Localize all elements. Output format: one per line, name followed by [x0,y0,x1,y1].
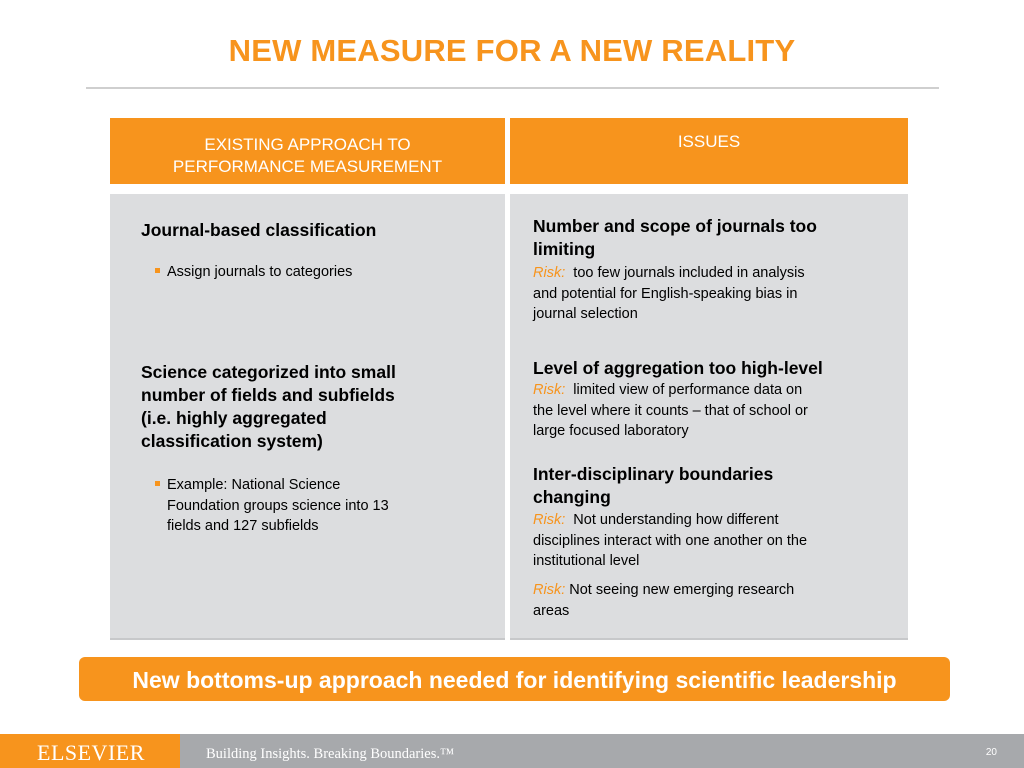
risk-label: Risk: [533,382,566,398]
risk-line: too few journals included in analysis [573,265,805,281]
risk-label: Risk: [533,512,566,528]
risk-line: Not seeing new emerging research [569,582,795,598]
issue-journal-scope-risk: Risk: too few journals included in analy… [533,263,805,325]
heading-line: (i.e. highly aggregated [141,408,327,428]
title-divider [86,87,939,89]
risk-line: and potential for English-speaking bias … [533,285,798,302]
conclusion-banner: New bottoms-up approach needed for ident… [79,657,950,701]
existing-approach-header: EXISTING APPROACH TO PERFORMANCE MEASURE… [110,118,505,184]
footer-bar: ELSEVIER Building Insights. Breaking Bou… [0,734,1024,768]
bullet-item: Assign journals to categories [155,262,352,283]
science-categorized-heading: Science categorized into small number of… [141,361,396,453]
heading-line: classification system) [141,431,323,451]
bullet-line: Example: National Science [167,477,341,493]
journal-classification-heading: Journal-based classification [141,220,377,240]
heading-line: number of fields and subfields [141,385,395,405]
issue-aggregation-heading: Level of aggregation too high-level [533,358,823,378]
risk-label: Risk: [533,265,566,281]
risk-line: institutional level [533,553,640,569]
header-line: PERFORMANCE MEASUREMENT [172,157,443,176]
heading-line: Science categorized into small [141,362,396,382]
risk-line: Not understanding how different [573,512,779,528]
issue-emerging-risk: Risk: Not seeing new emerging research a… [533,580,794,621]
risk-line: journal selection [533,306,638,322]
heading-line: Inter-disciplinary boundaries [533,464,774,484]
issues-header: ISSUES [510,118,908,184]
risk-line: the level where it counts – that of scho… [533,402,808,419]
existing-approach-panel [110,194,505,640]
issue-journal-scope-heading: Number and scope of journals too limitin… [533,215,817,261]
heading-line: changing [533,487,611,507]
bullet-text: Assign journals to categories [167,264,353,280]
slide-title: NEW MEASURE FOR A NEW REALITY [228,33,796,68]
logo-block: ELSEVIER [0,734,180,768]
heading-line: limiting [533,239,596,259]
bullet-line: Foundation groups science into 13 [167,497,389,514]
risk-line: areas [533,602,570,619]
footer-tagline: Building Insights. Breaking Boundaries.™ [206,746,455,762]
header-line: EXISTING APPROACH TO [204,135,411,154]
page-number: 20 [985,747,997,758]
bullet-square-icon [155,268,160,273]
bullet-line: fields and 127 subfields [167,518,319,534]
bullet-square-icon [155,481,160,486]
risk-line: limited view of performance data on [573,382,803,398]
risk-line: large focused laboratory [533,423,689,439]
issues-panel [510,194,908,640]
elsevier-logo: ELSEVIER [37,740,145,765]
heading-line: Number and scope of journals too [533,216,817,236]
issue-interdisciplinary-risk: Risk: Not understanding how different di… [533,510,807,572]
issue-aggregation-risk: Risk: limited view of performance data o… [533,380,808,442]
issue-interdisciplinary-heading: Inter-disciplinary boundaries changing [533,463,773,509]
risk-line: disciplines interact with one another on… [533,532,808,549]
bullet-item: Example: National Science Foundation gro… [155,475,389,537]
risk-label: Risk: [533,582,566,598]
